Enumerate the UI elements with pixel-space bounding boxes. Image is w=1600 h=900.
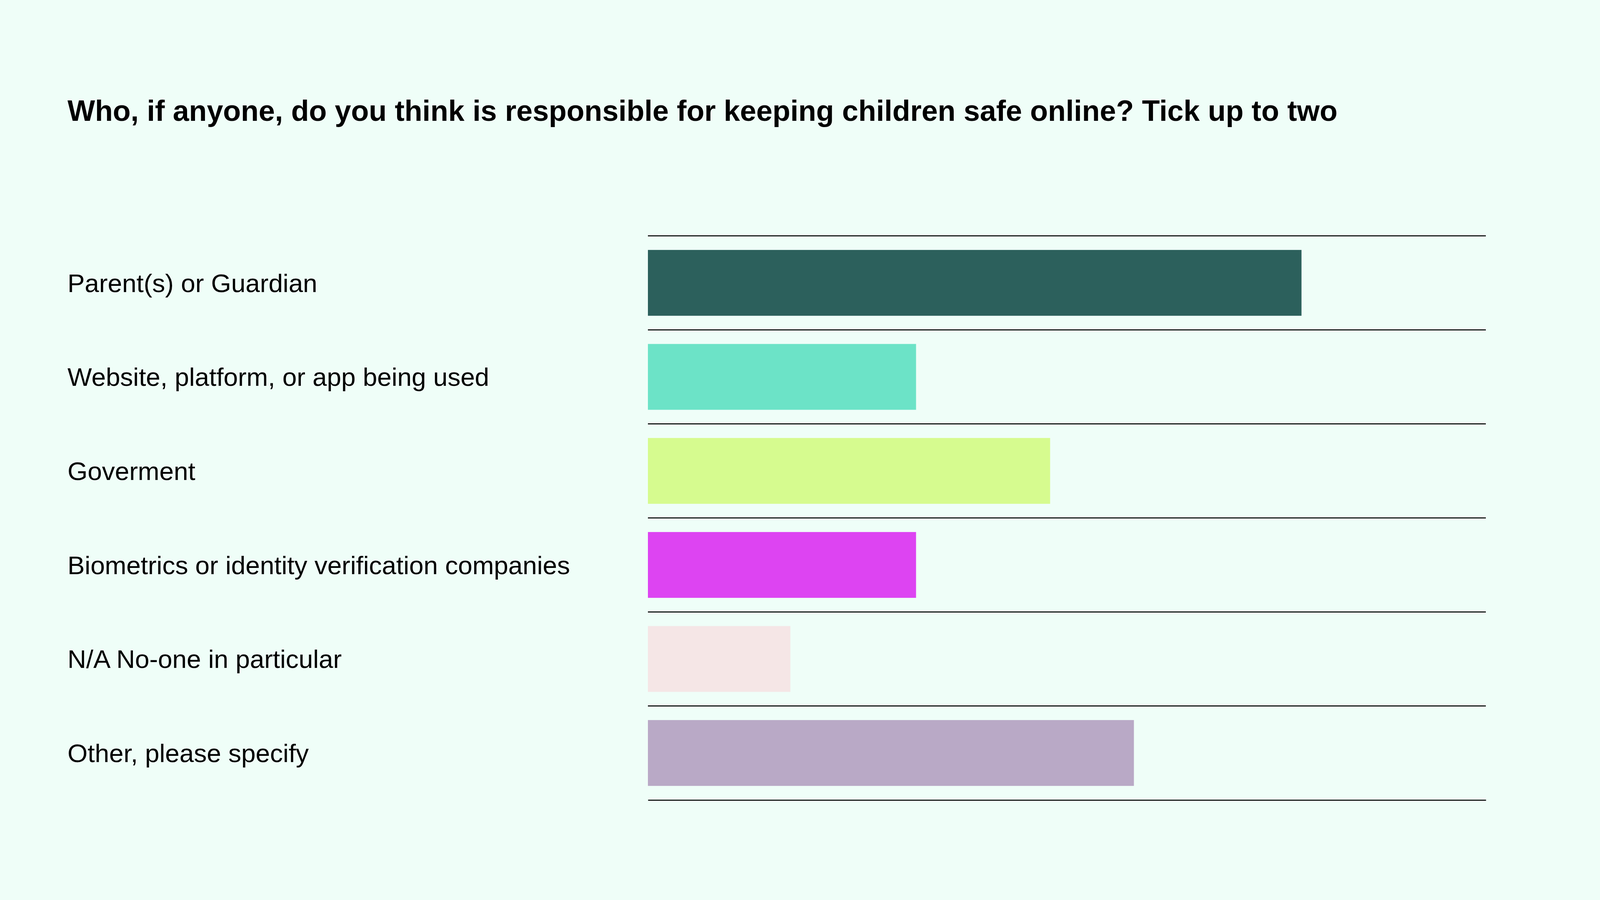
bars xyxy=(647,250,1302,786)
category-label: Parent(s) or Guardian xyxy=(67,268,318,298)
bar xyxy=(647,532,917,598)
category-labels: Parent(s) or Guardian Website, platform, … xyxy=(67,268,570,768)
category-label-line: Other, please specify xyxy=(67,738,309,768)
category-label-line: Biometrics or identity verification comp… xyxy=(67,550,570,580)
chart: Who, if anyone, do you think is responsi… xyxy=(0,0,1600,900)
title: Who, if anyone, do you think is responsi… xyxy=(67,94,1338,128)
row-separator xyxy=(647,705,1486,707)
background xyxy=(0,0,1600,900)
category-label-line: Goverment xyxy=(67,456,196,486)
category-label: Goverment xyxy=(67,456,196,486)
row-separator xyxy=(647,423,1486,425)
category-label-line: Website, platform, or app being used xyxy=(67,362,490,392)
x-axis xyxy=(648,800,1487,801)
bar xyxy=(647,437,1050,504)
row-separator xyxy=(647,329,1486,331)
bar xyxy=(647,720,1134,786)
axis-line xyxy=(648,799,1487,801)
category-label: N/A No-one in particular xyxy=(67,644,342,674)
category-label: Other, please specify xyxy=(67,738,309,768)
row-separator xyxy=(647,611,1486,613)
category-label: Biometrics or identity verification comp… xyxy=(67,550,570,580)
bar xyxy=(647,626,791,693)
category-label-line: Parent(s) or Guardian xyxy=(67,268,318,298)
bar xyxy=(647,344,917,410)
row-separator xyxy=(647,235,1486,237)
category-label-line: N/A No-one in particular xyxy=(67,644,342,674)
row-separator xyxy=(647,517,1486,519)
category-label: Website, platform, or app being used xyxy=(67,362,490,392)
bar xyxy=(647,250,1302,316)
row-separators xyxy=(647,235,1486,706)
